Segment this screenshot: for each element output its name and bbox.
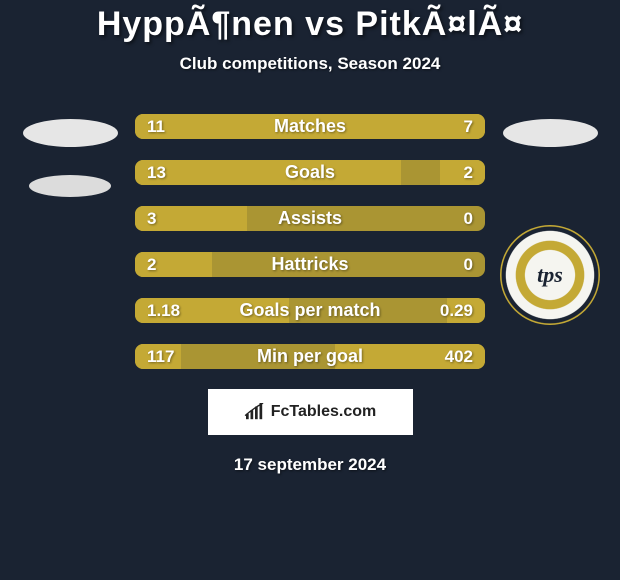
comparison-subtitle: Club competitions, Season 2024 [0,54,620,74]
attribution-text: FcTables.com [271,403,377,421]
stat-value-left: 13 [147,163,166,183]
stat-label: Matches [135,116,485,137]
player-right-badge: tps [500,114,600,325]
stat-value-right: 2 [464,163,473,183]
stat-value-right: 0 [464,255,473,275]
stat-value-left: 1.18 [147,301,180,321]
club-crest-icon: tps [500,225,600,325]
chart-icon [244,403,266,421]
player-left-badge [20,114,120,197]
main-area: Matches117Goals132Assists30Hattricks20Go… [0,114,620,369]
stat-label: Goals per match [135,300,485,321]
stat-value-right: 402 [445,347,473,367]
stats-bars: Matches117Goals132Assists30Hattricks20Go… [135,114,485,369]
stat-value-left: 117 [147,347,174,367]
stat-row: Goals per match1.18 0.29 [135,298,485,323]
date-text: 17 september 2024 [0,455,620,475]
stat-label: Assists [135,208,485,229]
stat-row: Assists3 0 [135,206,485,231]
club-silhouette-icon [29,175,111,197]
stat-value-left: 3 [147,209,156,229]
stat-row: Goals13 2 [135,160,485,185]
player-silhouette-icon [23,119,118,147]
stat-value-left: 2 [147,255,156,275]
stat-value-left: 11 [147,117,165,137]
stat-value-right: 0 [464,209,473,229]
stat-value-right: 7 [464,117,473,137]
stat-label: Goals [135,162,485,183]
stat-label: Min per goal [135,346,485,367]
stat-row: Min per goal117 402 [135,344,485,369]
attribution-badge: FcTables.com [208,389,413,435]
stat-label: Hattricks [135,254,485,275]
stat-value-right: 0.29 [440,301,473,321]
stat-row: Matches11 7 [135,114,485,139]
comparison-title: HyppÃ¶nen vs PitkÃ¤lÃ¤ [0,5,620,44]
player-silhouette-icon [503,119,598,147]
stat-row: Hattricks2 0 [135,252,485,277]
crest-text: tps [537,262,563,288]
